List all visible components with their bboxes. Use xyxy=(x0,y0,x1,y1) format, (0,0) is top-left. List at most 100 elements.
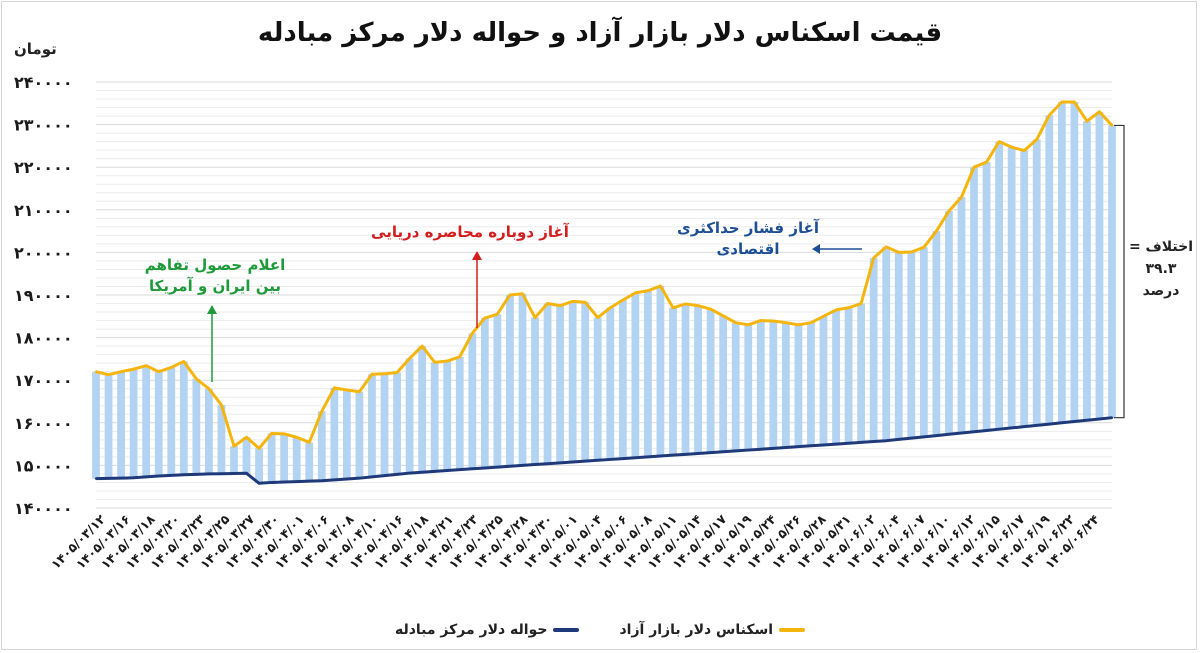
annotation-agreement-line1: اعلام حصول تفاهم xyxy=(144,256,286,274)
fill-bar xyxy=(518,293,527,466)
data-point-free-market xyxy=(634,291,637,295)
fill-bar xyxy=(556,305,564,463)
chart-legend: اسکناس دلار بازار آزاد حواله دلار مرکز م… xyxy=(0,622,1200,638)
data-point-free-market xyxy=(345,388,349,392)
data-point-exchange-center xyxy=(458,468,461,471)
data-point-free-market xyxy=(1035,138,1038,141)
data-point-free-market xyxy=(533,316,537,319)
data-point-exchange-center xyxy=(533,463,537,466)
data-point-free-market xyxy=(1022,149,1026,152)
fill-bar xyxy=(957,197,966,434)
data-point-exchange-center xyxy=(709,451,712,454)
data-point-exchange-center xyxy=(558,461,562,465)
data-point-free-market xyxy=(508,293,512,297)
difference-value: ۳۹.۳ xyxy=(1145,261,1177,277)
data-point-exchange-center xyxy=(583,459,587,463)
annotation-max-pressure-line2: اقتصادی xyxy=(716,240,780,258)
fill-bar xyxy=(982,162,991,431)
data-point-exchange-center xyxy=(232,472,236,475)
data-point-free-market xyxy=(583,301,587,304)
data-point-free-market xyxy=(1010,145,1013,149)
fill-bar xyxy=(292,437,301,482)
data-point-exchange-center xyxy=(784,446,788,449)
data-point-exchange-center xyxy=(245,472,248,475)
data-point-exchange-center xyxy=(320,479,323,482)
data-point-exchange-center xyxy=(834,442,838,446)
fill-bar xyxy=(756,320,765,450)
data-point-exchange-center xyxy=(308,479,311,483)
data-point-exchange-center xyxy=(132,476,135,479)
data-point-exchange-center xyxy=(433,470,436,473)
data-point-exchange-center xyxy=(872,440,875,443)
data-point-exchange-center xyxy=(220,472,223,475)
data-point-exchange-center xyxy=(1110,416,1114,419)
data-point-free-market xyxy=(458,355,461,358)
data-point-exchange-center xyxy=(395,473,399,476)
data-point-free-market xyxy=(483,316,487,320)
y-tick-label: ۲۰۰۰۰۰ xyxy=(14,243,73,262)
fill-bar xyxy=(317,411,326,481)
data-point-free-market xyxy=(960,195,963,199)
data-point-exchange-center xyxy=(609,458,612,461)
annotation-agreement-line2: بین ایران و آمریکا xyxy=(148,277,282,295)
data-point-free-market xyxy=(822,315,825,318)
data-point-exchange-center xyxy=(997,427,1001,431)
data-point-exchange-center xyxy=(621,457,625,460)
data-point-free-market xyxy=(420,344,424,348)
fill-bar xyxy=(882,246,891,441)
data-point-free-market xyxy=(195,377,198,381)
data-point-exchange-center xyxy=(483,466,487,470)
fill-bar xyxy=(1045,115,1054,425)
fill-bar xyxy=(794,324,803,447)
data-point-exchange-center xyxy=(333,478,336,482)
data-point-exchange-center xyxy=(747,448,750,452)
data-point-free-market xyxy=(1085,119,1089,123)
fill-bar xyxy=(606,307,615,460)
data-point-exchange-center xyxy=(797,445,800,448)
fill-bar xyxy=(857,303,866,443)
data-point-free-market xyxy=(270,432,273,435)
fill-bar xyxy=(104,374,113,479)
fill-bar xyxy=(142,365,151,477)
data-point-free-market xyxy=(383,372,386,376)
data-point-free-market xyxy=(935,229,938,233)
data-point-free-market xyxy=(659,284,662,288)
data-point-exchange-center xyxy=(684,453,687,456)
fill-bar xyxy=(644,290,652,457)
data-point-exchange-center xyxy=(910,436,913,440)
data-point-free-market xyxy=(220,403,223,407)
data-point-free-market xyxy=(734,321,737,324)
data-point-exchange-center xyxy=(772,447,775,450)
data-point-exchange-center xyxy=(119,476,123,480)
fill-bar xyxy=(807,322,815,446)
y-axis-unit-label: تومان xyxy=(14,40,57,58)
fill-bar xyxy=(267,433,276,483)
fill-bar xyxy=(405,358,414,474)
annotation-max-pressure-line1: آغاز فشار حداکثری xyxy=(677,219,819,237)
data-point-free-market xyxy=(684,302,687,306)
data-point-free-market xyxy=(182,360,186,363)
data-point-free-market xyxy=(1098,110,1101,114)
data-point-exchange-center xyxy=(170,474,173,477)
data-point-free-market xyxy=(94,370,98,373)
data-point-free-market xyxy=(333,386,336,390)
fill-bar xyxy=(593,317,602,461)
fill-bar xyxy=(669,307,677,456)
fill-bar xyxy=(919,247,928,437)
data-point-free-market xyxy=(621,298,625,302)
data-point-free-market xyxy=(834,308,838,312)
data-point-free-market xyxy=(922,246,926,249)
data-point-free-market xyxy=(1073,100,1076,104)
data-point-exchange-center xyxy=(960,431,963,435)
fill-bar xyxy=(1095,111,1104,419)
fill-bar xyxy=(468,333,477,469)
fill-bar xyxy=(618,300,627,459)
data-point-free-market xyxy=(596,316,599,319)
data-point-exchange-center xyxy=(508,465,512,468)
fill-bar xyxy=(1070,102,1079,422)
fill-bar xyxy=(769,320,778,449)
data-point-free-market xyxy=(144,364,148,367)
data-point-exchange-center xyxy=(922,435,926,439)
fill-bar xyxy=(681,303,690,455)
